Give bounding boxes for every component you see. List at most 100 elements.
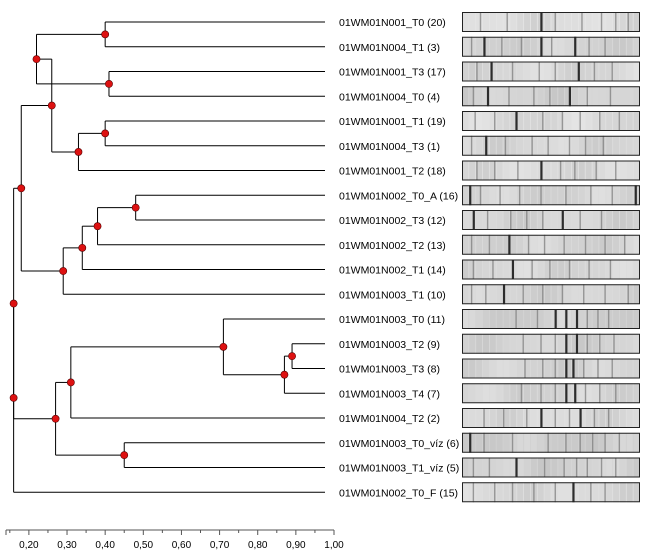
- gel-lane-texture: [626, 259, 633, 280]
- leaf-label: 01WM01N004_T2 (2): [339, 413, 440, 425]
- gel-lane-texture: [606, 160, 613, 181]
- gel-lane-texture: [613, 482, 620, 503]
- gel-lane-texture: [592, 259, 599, 280]
- gel-lane-texture: [476, 234, 483, 255]
- gel-band: [476, 61, 478, 82]
- gel-band: [586, 333, 588, 354]
- gel-lane-texture: [517, 36, 524, 57]
- gel-lane-texture: [503, 383, 510, 404]
- axis-tick-label: 0,20: [19, 540, 39, 551]
- gel-band: [565, 185, 567, 206]
- gel-lane-texture: [476, 36, 483, 57]
- gel-lane-texture: [469, 333, 476, 354]
- gel-lane-texture: [585, 482, 592, 503]
- axis-tick-label: 0,60: [172, 540, 192, 551]
- gel-lane-texture: [592, 284, 599, 305]
- gel-band: [511, 432, 514, 453]
- gel-band: [479, 12, 482, 32]
- gel-band: [579, 408, 582, 428]
- gel-lane-border: [462, 12, 640, 32]
- gel-band: [604, 482, 606, 503]
- gel-lane-texture: [558, 309, 565, 329]
- gel-lane-texture: [626, 383, 633, 404]
- gel-band: [575, 457, 578, 478]
- gel-lane-texture: [496, 358, 503, 379]
- gel-lane-texture: [524, 457, 531, 478]
- gel-lane-texture: [571, 457, 578, 478]
- gel-lane-texture: [530, 234, 537, 255]
- gel-lane-texture: [626, 61, 633, 82]
- gel-band: [568, 259, 571, 280]
- gel-lane-texture: [551, 36, 558, 57]
- gel-lane-texture: [482, 185, 489, 206]
- gel-lane-texture: [585, 333, 592, 354]
- gel-lane-texture: [619, 135, 626, 156]
- gel-lane-texture: [606, 234, 613, 255]
- leaf-label: 01WM01N003_T2 (9): [339, 339, 440, 351]
- gel-lane-texture: [619, 432, 626, 453]
- gel-band: [511, 61, 514, 82]
- gel-lane-texture: [482, 160, 489, 181]
- gel-lane: [462, 61, 640, 82]
- gel-band: [515, 111, 518, 131]
- gel-lane-texture: [537, 432, 544, 453]
- gel-band: [522, 284, 524, 305]
- gel-lane-texture: [503, 111, 510, 131]
- gel-band: [502, 284, 506, 305]
- axis-tick-label: 0,80: [248, 540, 268, 551]
- gel-lane-texture: [517, 457, 524, 478]
- gel-lane-border: [462, 309, 640, 329]
- gel-lane: [462, 358, 640, 379]
- gel-lane-texture: [510, 210, 517, 230]
- gel-lane-texture: [619, 358, 626, 379]
- gel-lane-texture: [530, 408, 537, 428]
- gel-lane-texture: [606, 259, 613, 280]
- gel-lane-texture: [558, 135, 565, 156]
- gel-lane-texture: [510, 383, 517, 404]
- gel-lane-texture: [496, 234, 503, 255]
- gel-lane-texture: [496, 408, 503, 428]
- gel-lane: [462, 457, 640, 478]
- leaf-label: 01WM01N003_T3 (8): [339, 364, 440, 376]
- gel-band: [586, 309, 588, 329]
- gel-lane-texture: [551, 358, 558, 379]
- gel-lane-texture: [503, 234, 510, 255]
- gel-lane-texture: [565, 12, 572, 32]
- gel-lane-texture: [599, 210, 606, 230]
- gel-lane-texture: [524, 432, 531, 453]
- axis-tick-label: 1,00: [324, 540, 344, 551]
- gel-lane-texture: [496, 333, 503, 354]
- gel-lane-background: [462, 210, 640, 230]
- gel-lane-texture: [558, 210, 565, 230]
- gel-lane-texture: [558, 36, 565, 57]
- gel-lane-texture: [476, 284, 483, 305]
- gel-lane-texture: [613, 309, 620, 329]
- gel-band: [518, 185, 521, 206]
- gel-lane-texture: [558, 12, 565, 32]
- gel-lane-texture: [571, 309, 578, 329]
- gel-band: [515, 309, 517, 329]
- gel-lane-background: [462, 259, 640, 280]
- gel-lane-texture: [606, 185, 613, 206]
- gel-lane-texture: [592, 12, 599, 32]
- gel-lane-background: [462, 309, 640, 329]
- gel-lane-texture: [592, 86, 599, 107]
- gel-lane-texture: [551, 111, 558, 131]
- gel-lane-texture: [530, 432, 537, 453]
- gel-band: [618, 111, 621, 131]
- gel-lane: [462, 111, 640, 131]
- gel-band: [533, 482, 535, 503]
- gel-band: [486, 86, 490, 107]
- similarity-axis: 0,20 0,30 0,40 0,50 0,60 0,70 0,80 0,90 1,00: [5, 529, 344, 551]
- gel-lane-texture: [585, 284, 592, 305]
- gel-lane-texture: [517, 333, 524, 354]
- gel-lane-texture: [503, 333, 510, 354]
- gel-lane-texture: [476, 135, 483, 156]
- dendrogram-node: [101, 30, 110, 39]
- dendrogram-node: [47, 101, 56, 110]
- gel-lane-texture: [530, 457, 537, 478]
- gel-lane-texture: [476, 86, 483, 107]
- gel-band: [488, 234, 491, 255]
- gel-lane-texture: [613, 36, 620, 57]
- gel-lane-texture: [524, 333, 531, 354]
